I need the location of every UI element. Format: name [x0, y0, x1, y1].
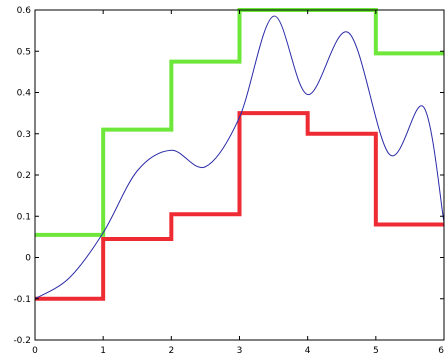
x-tick-label: 2 — [168, 346, 174, 356]
x-tick-label: 4 — [305, 346, 311, 356]
y-tick-label: 0.6 — [17, 6, 32, 16]
y-tick-label: -0.2 — [13, 336, 31, 346]
series-group — [34, 8, 445, 301]
y-tick-label: 0.1 — [17, 212, 31, 222]
x-tick-label: 1 — [100, 346, 106, 356]
y-tick-label: 0 — [25, 254, 31, 264]
series-line-1 — [35, 111, 444, 301]
series-line-0 — [35, 8, 444, 237]
x-tick-label: 3 — [237, 346, 243, 356]
y-tick-label: -0.1 — [13, 295, 31, 305]
y-tick-label: 0.4 — [17, 89, 32, 99]
y-tick-label: 0.5 — [17, 47, 31, 57]
x-tick-label: 6 — [438, 346, 444, 356]
x-tick-label: 0 — [32, 346, 38, 356]
x-tick-label: 5 — [373, 346, 379, 356]
y-tick-label: 0.3 — [17, 130, 31, 140]
series-line-2 — [34, 15, 445, 300]
tick-group: 0 1 2 3 4 5 6 -0.2 -0.1 0 0.1 0.2 0.3 0.4 0.5 0.6 — [13, 6, 445, 356]
y-tick-label: 0.2 — [17, 171, 31, 181]
